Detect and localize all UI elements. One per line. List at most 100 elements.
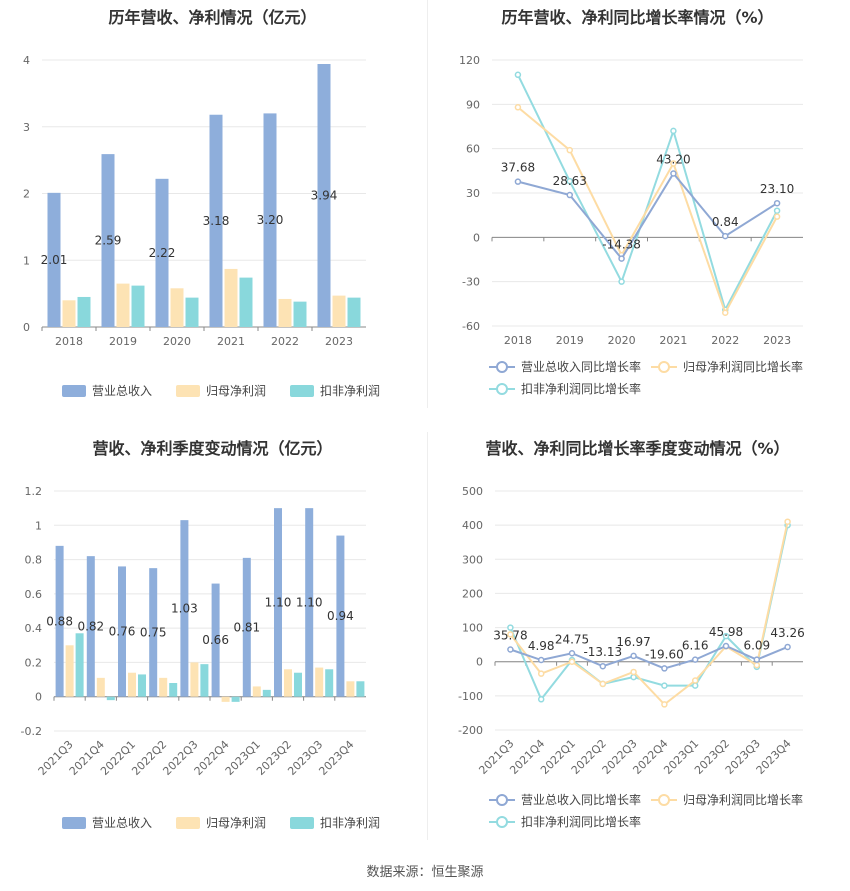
bar bbox=[185, 297, 199, 327]
data-point bbox=[537, 656, 545, 664]
y-tick-label: 4 bbox=[23, 54, 30, 67]
data-point bbox=[514, 71, 522, 79]
legend-label: 扣非净利润 bbox=[320, 384, 380, 398]
legend-label: 归母净利润同比增长率 bbox=[683, 792, 803, 807]
data-point bbox=[661, 665, 668, 672]
data-point bbox=[568, 650, 576, 657]
y-tick-label: 2 bbox=[23, 188, 30, 201]
bar bbox=[106, 696, 115, 701]
y-tick-label: 1 bbox=[35, 519, 42, 532]
y-tick-label: -100 bbox=[458, 690, 483, 703]
bar bbox=[242, 557, 251, 697]
data-label: 45.98 bbox=[709, 625, 743, 639]
y-tick-label: 0.8 bbox=[25, 554, 43, 567]
x-tick-label: 2020 bbox=[163, 335, 191, 348]
data-label: 28.63 bbox=[553, 174, 587, 188]
y-tick-label: 400 bbox=[462, 519, 483, 532]
y-tick-label: 1.2 bbox=[25, 485, 43, 498]
y-tick-label: 0 bbox=[23, 321, 30, 334]
data-point bbox=[537, 670, 545, 677]
y-tick-label: 3 bbox=[23, 121, 30, 134]
bar bbox=[75, 633, 84, 697]
series-line bbox=[509, 521, 789, 706]
data-label: 2.22 bbox=[149, 246, 176, 260]
x-tick-label: 2023 bbox=[763, 334, 791, 347]
data-label: 23.10 bbox=[760, 182, 794, 196]
bar bbox=[128, 672, 136, 697]
data-point bbox=[630, 673, 637, 681]
data-point bbox=[514, 178, 522, 185]
data-point bbox=[566, 191, 573, 199]
vertical-divider bbox=[427, 0, 428, 408]
data-point bbox=[599, 680, 607, 688]
quarterly-growth-line-chart: -200-10001002003004005002021Q32021Q42022… bbox=[458, 485, 805, 829]
bar bbox=[138, 674, 146, 697]
quarterly-growth-panel: 营收、净利同比增长率季度变动情况（%） -200 -100 0 100 200 300 40… bbox=[425, 425, 850, 855]
bar bbox=[116, 283, 130, 327]
bar bbox=[169, 683, 178, 697]
data-point bbox=[753, 661, 761, 669]
bar bbox=[131, 285, 145, 327]
x-tick-label: 2018 bbox=[55, 335, 83, 348]
bar bbox=[155, 178, 169, 327]
legend-marker bbox=[496, 361, 508, 373]
y-tick-label: 0 bbox=[476, 656, 483, 669]
data-point bbox=[722, 309, 729, 316]
bar bbox=[347, 297, 361, 327]
bar bbox=[47, 192, 61, 327]
data-point bbox=[514, 104, 522, 111]
bar bbox=[159, 677, 168, 697]
data-label: 1.10 bbox=[265, 595, 292, 609]
data-label: 37.68 bbox=[501, 161, 535, 175]
data-point bbox=[784, 518, 791, 525]
bar bbox=[224, 268, 238, 327]
data-label: 6.09 bbox=[743, 639, 770, 653]
annual-revenue-profit-bar-chart: 0 1 2 3 4 2018 2019 2020 2021 2022 2023 2.01 2.59 2.2… bbox=[23, 54, 380, 398]
legend-label: 营业总收入同比增长率 bbox=[521, 792, 641, 807]
legend-label: 扣非净利润 bbox=[320, 816, 380, 830]
bar bbox=[149, 568, 158, 697]
data-point bbox=[670, 127, 677, 135]
data-point bbox=[722, 642, 730, 650]
annual-growth-panel: 历年营收、净利同比增长率情况（%） -60 -30 0 30 60 90 120 2018 20… bbox=[425, 0, 850, 420]
legend-label: 归母净利润 bbox=[206, 384, 266, 398]
y-tick-label: 300 bbox=[462, 553, 483, 566]
bar bbox=[315, 667, 324, 697]
bar bbox=[170, 288, 184, 327]
data-point bbox=[630, 668, 637, 676]
data-label: 0.76 bbox=[109, 625, 136, 639]
bar bbox=[278, 298, 292, 327]
legend-label: 扣非净利润同比增长率 bbox=[521, 381, 641, 396]
bar bbox=[65, 645, 74, 697]
y-tick-label: 120 bbox=[459, 54, 480, 67]
legend-swatch bbox=[290, 817, 314, 829]
data-point bbox=[784, 643, 791, 651]
data-label: 0.84 bbox=[712, 215, 739, 229]
bar bbox=[336, 535, 345, 697]
vertical-divider bbox=[427, 432, 428, 840]
data-label: 0.66 bbox=[202, 633, 229, 647]
legend-marker bbox=[658, 794, 670, 806]
y-tick-label: 0.4 bbox=[25, 622, 43, 635]
x-tick-label: 2019 bbox=[556, 334, 584, 347]
bar bbox=[346, 681, 355, 697]
data-label: 24.75 bbox=[555, 632, 589, 646]
data-label: 1.03 bbox=[171, 601, 198, 615]
legend-label: 营业总收入 bbox=[92, 384, 152, 398]
y-tick-label: 200 bbox=[462, 587, 483, 600]
data-label: 35.78 bbox=[493, 628, 527, 642]
data-point bbox=[661, 701, 668, 708]
bar bbox=[239, 277, 253, 327]
bar bbox=[200, 664, 209, 697]
data-label: 1.10 bbox=[296, 595, 323, 609]
y-tick-label: 30 bbox=[466, 187, 480, 200]
bar bbox=[211, 583, 220, 697]
data-point bbox=[507, 646, 514, 653]
bar bbox=[118, 566, 126, 697]
data-point bbox=[773, 207, 781, 214]
data-label: 2.59 bbox=[95, 234, 122, 248]
data-label: 4.98 bbox=[528, 639, 555, 653]
bar bbox=[294, 672, 302, 697]
y-tick-label: -200 bbox=[458, 724, 483, 737]
data-label: 0.82 bbox=[77, 619, 104, 633]
